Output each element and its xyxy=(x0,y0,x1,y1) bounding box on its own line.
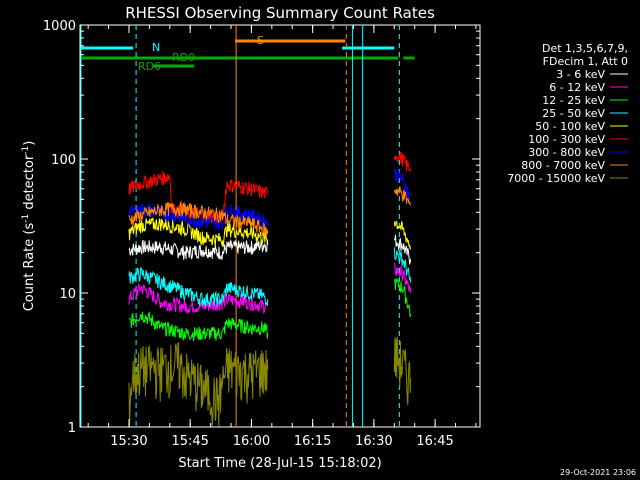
observing-flags xyxy=(81,39,415,68)
series-line-7-0 xyxy=(128,200,269,237)
x-tick-label: 16:45 xyxy=(416,434,453,449)
annotation-s: S xyxy=(257,34,264,47)
legend-label-4: 50 - 100 keV xyxy=(535,120,605,133)
plot-frame xyxy=(79,24,481,428)
annotation-rd0: RD0 xyxy=(172,51,195,64)
y-tick-label: 1000 xyxy=(43,19,76,34)
series-line-3-0 xyxy=(128,266,269,308)
x-tick-label: 16:30 xyxy=(355,434,392,449)
series-line-7-1 xyxy=(393,186,412,206)
legend-label-7: 800 - 7000 keV xyxy=(521,159,605,172)
y-axis-title-sup2: -1 xyxy=(21,146,31,155)
series-line-5-0 xyxy=(128,170,269,224)
series-line-0-0 xyxy=(128,239,269,260)
x-axis: 15:30 15:45 16:00 16:15 16:30 16:45 xyxy=(87,25,477,449)
y-tick-label: 1 xyxy=(68,421,76,436)
legend-label-5: 100 - 300 keV xyxy=(528,133,605,146)
y-axis: 1 10 100 1000 xyxy=(43,19,480,436)
x-axis-title: Start Time (28-Jul-15 15:18:02) xyxy=(178,456,381,471)
legend-label-2: 12 - 25 keV xyxy=(542,94,605,107)
legend-label-8: 7000 - 15000 keV xyxy=(507,172,605,185)
x-tick-label: 15:30 xyxy=(110,434,147,449)
legend-label-6: 300 - 800 keV xyxy=(528,146,605,159)
chart-title: RHESSI Observing Summary Count Rates xyxy=(125,4,435,22)
series-line-4-1 xyxy=(393,220,412,250)
legend: Det 1,3,5,6,7,9, FDecim 1, Att 0 3 - 6 k… xyxy=(507,42,628,185)
annotation-n: N xyxy=(152,41,160,54)
series-line-4-0 xyxy=(128,217,269,248)
series-line-1-0 xyxy=(128,283,269,314)
series-line-3-1 xyxy=(393,247,412,283)
legend-header-line2: FDecim 1, Att 0 xyxy=(543,55,628,68)
series-line-6-1 xyxy=(393,167,411,201)
legend-label-3: 25 - 50 keV xyxy=(542,107,605,120)
series-line-8-1 xyxy=(393,336,412,405)
series-line-2-1 xyxy=(393,278,412,317)
series-line-2-0 xyxy=(128,310,269,342)
series-line-1-1 xyxy=(393,262,412,294)
series-line-8-0 xyxy=(128,342,269,427)
x-tick-label: 15:45 xyxy=(171,434,208,449)
generated-timestamp: 29-Oct-2021 23:06 xyxy=(560,468,636,477)
y-tick-label: 100 xyxy=(51,153,76,168)
legend-label-0: 3 - 6 keV xyxy=(556,68,605,81)
series-line-0-1 xyxy=(393,234,412,266)
series-line-5-1 xyxy=(393,151,412,173)
annotation-rd6: RD6 xyxy=(138,60,161,73)
x-tick-label: 16:15 xyxy=(294,434,331,449)
y-axis-title: Count Rate (s-1 detector-1) xyxy=(21,141,37,312)
legend-header-line1: Det 1,3,5,6,7,9, xyxy=(542,42,628,55)
legend-label-1: 6 - 12 keV xyxy=(549,81,605,94)
x-tick-label: 16:00 xyxy=(233,434,270,449)
series-group xyxy=(128,151,412,427)
y-tick-label: 10 xyxy=(59,287,76,302)
